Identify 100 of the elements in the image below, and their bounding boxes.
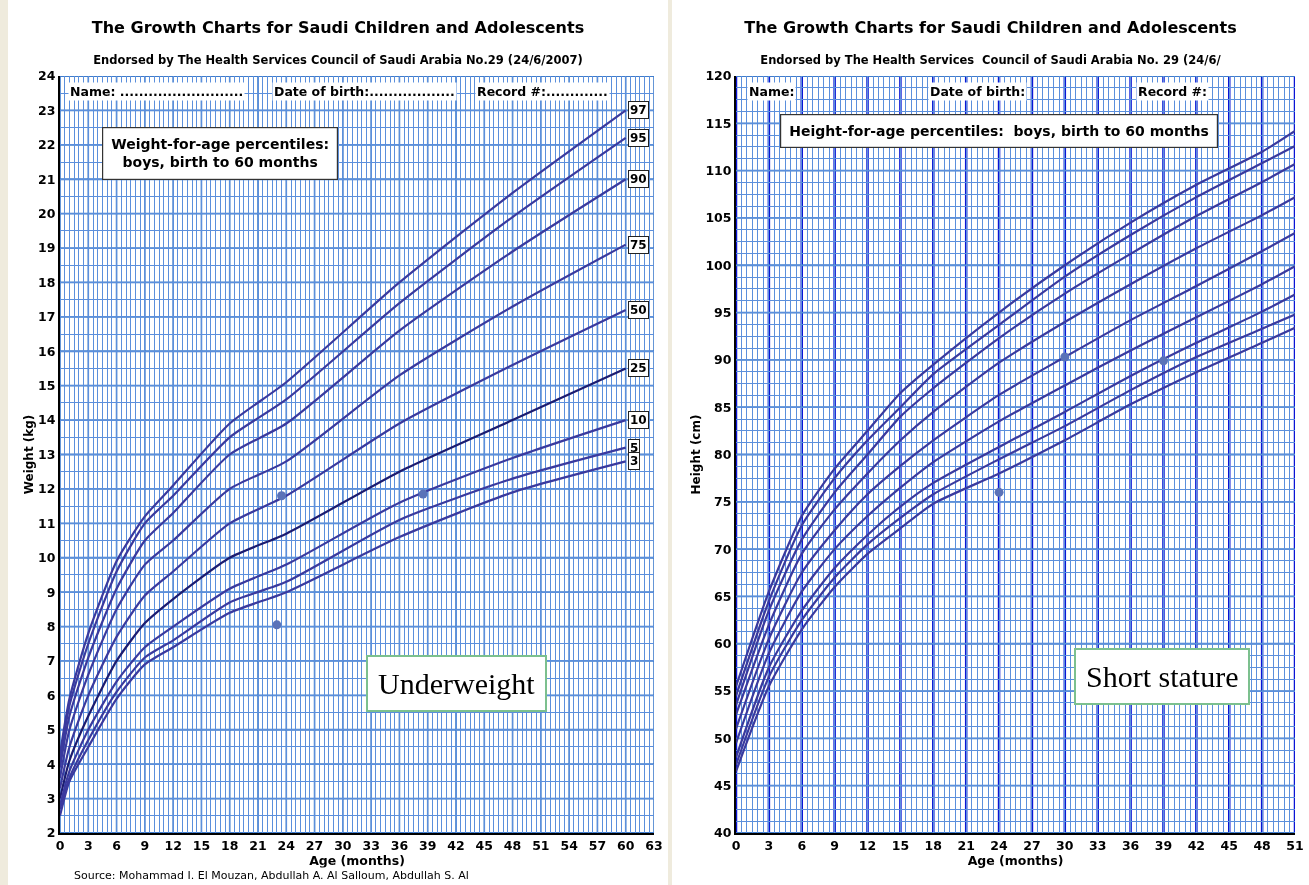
y-tick-label: 55: [714, 683, 732, 699]
chart-title: The Growth Charts for Saudi Children and Adolescents: [91, 18, 585, 38]
y-tick-label: 100: [705, 257, 732, 273]
annotation: Weight-for-age percentiles: boys, birth to 60 months: [111, 136, 330, 171]
y-tick-label: 6: [46, 687, 56, 703]
x-tick-label: 6: [112, 838, 122, 853]
x-tick-label: 33: [362, 838, 380, 853]
y-tick-label: 70: [714, 541, 732, 557]
y-tick-label: 115: [705, 115, 732, 131]
x-tick-label: 6: [797, 838, 807, 853]
x-tick-label: 24: [277, 838, 296, 853]
x-tick-label: 0: [731, 838, 741, 853]
annotation: Name:: [749, 84, 795, 99]
x-tick-label: 9: [830, 838, 839, 853]
x-tick-label: 18: [924, 838, 942, 853]
annotation: Height-for-age percentiles: boys, birth to 60 months: [789, 123, 1209, 140]
series-label: 10: [630, 413, 647, 427]
x-tick-label: 30: [334, 838, 352, 853]
y-tick-label: 110: [705, 163, 732, 179]
y-tick-label: 20: [38, 206, 56, 222]
x-tick-label: 0: [55, 838, 65, 853]
x-tick-label: 42: [447, 838, 465, 853]
y-tick-label: 105: [705, 210, 732, 226]
series-label: 90: [630, 172, 647, 186]
series-label: 97: [630, 103, 647, 117]
y-tick-label: 45: [714, 778, 732, 794]
x-axis-title: Age (months): [967, 853, 1064, 868]
series-label: 50: [630, 303, 647, 317]
y-tick-label: 18: [38, 274, 56, 290]
x-tick-label: 51: [1286, 838, 1304, 853]
x-tick-label: 3: [83, 838, 93, 853]
x-tick-label: 9: [140, 838, 150, 853]
x-tick-label: 60: [617, 838, 635, 853]
annotation: Date of birth:..................: [274, 84, 455, 99]
y-tick-label: 75: [714, 494, 732, 510]
y-tick-label: 10: [38, 550, 56, 566]
y-tick-label: 2: [46, 825, 56, 841]
y-tick-label: 17: [38, 309, 56, 325]
y-tick-label: 15: [38, 378, 56, 394]
x-tick-label: 3: [764, 838, 774, 853]
series-label: 25: [630, 361, 647, 375]
y-axis-title: Height (cm): [689, 414, 704, 495]
y-tick-label: 5: [46, 722, 56, 738]
series-label: 75: [630, 238, 647, 252]
x-tick-label: 39: [1154, 838, 1173, 853]
y-tick-label: 120: [705, 68, 732, 84]
x-tick-label: 48: [503, 838, 522, 853]
x-tick-label: 57: [588, 838, 607, 853]
x-tick-label: 24: [990, 838, 1009, 853]
x-tick-label: 51: [532, 838, 550, 853]
x-tick-label: 21: [957, 838, 975, 853]
x-tick-label: 12: [164, 838, 182, 853]
y-tick-label: 80: [714, 446, 732, 462]
y-tick-label: 13: [38, 446, 56, 462]
y-tick-label: 24: [38, 68, 56, 84]
y-tick-label: 85: [714, 399, 732, 415]
y-axis-title: Weight (kg): [21, 414, 36, 495]
x-tick-label: 18: [221, 838, 239, 853]
x-tick-label: 36: [390, 838, 409, 853]
x-tick-label: 54: [560, 838, 579, 853]
y-tick-label: 50: [714, 730, 732, 746]
x-tick-label: 63: [645, 838, 663, 853]
x-tick-label: 39: [419, 838, 437, 853]
x-tick-label: 12: [858, 838, 877, 853]
y-tick-label: 9: [46, 584, 56, 600]
y-tick-label: 60: [714, 636, 732, 652]
series-label: 95: [630, 131, 647, 145]
chart-subtitle: Endorsed by The Health Services Council of Saudi Arabia No. 29 (24/6/: [760, 52, 1222, 67]
x-tick-label: 48: [1253, 838, 1271, 853]
chart-title: The Growth Charts for Saudi Children and Adolescents: [744, 18, 1237, 38]
y-tick-label: 21: [38, 171, 56, 187]
y-tick-label: 14: [38, 412, 56, 428]
x-tick-label: 27: [305, 838, 324, 853]
chart-subtitle: Endorsed by The Health Services Council of Saudi Arabia No.29 (24/6/2007): [93, 52, 583, 67]
x-tick-label: 15: [891, 838, 910, 853]
annotation: Short stature: [1086, 660, 1239, 693]
x-tick-label: 45: [475, 838, 493, 853]
x-tick-label: 27: [1023, 838, 1041, 853]
y-tick-label: 40: [714, 825, 732, 841]
y-tick-label: 11: [38, 515, 56, 531]
x-tick-label: 33: [1089, 838, 1107, 853]
y-tick-label: 65: [714, 588, 732, 604]
annotation: Name: ..........................: [70, 84, 244, 99]
x-tick-label: 30: [1056, 838, 1074, 853]
y-tick-label: 12: [38, 481, 56, 497]
y-tick-label: 16: [38, 343, 56, 359]
annotation: Record #:: [1138, 84, 1208, 99]
y-tick-label: 90: [714, 352, 732, 368]
x-tick-label: 36: [1121, 838, 1140, 853]
y-tick-label: 4: [46, 756, 56, 772]
series-label: 3: [630, 454, 639, 468]
x-tick-label: 21: [249, 838, 267, 853]
y-tick-label: 22: [38, 137, 56, 153]
x-tick-label: 42: [1187, 838, 1206, 853]
series-label: 5: [630, 441, 639, 455]
x-axis-title: Age (months): [309, 853, 405, 868]
y-tick-label: 23: [38, 102, 56, 118]
y-tick-label: 19: [38, 240, 56, 256]
y-tick-label: 3: [46, 790, 56, 806]
y-tick-label: 95: [714, 304, 732, 320]
